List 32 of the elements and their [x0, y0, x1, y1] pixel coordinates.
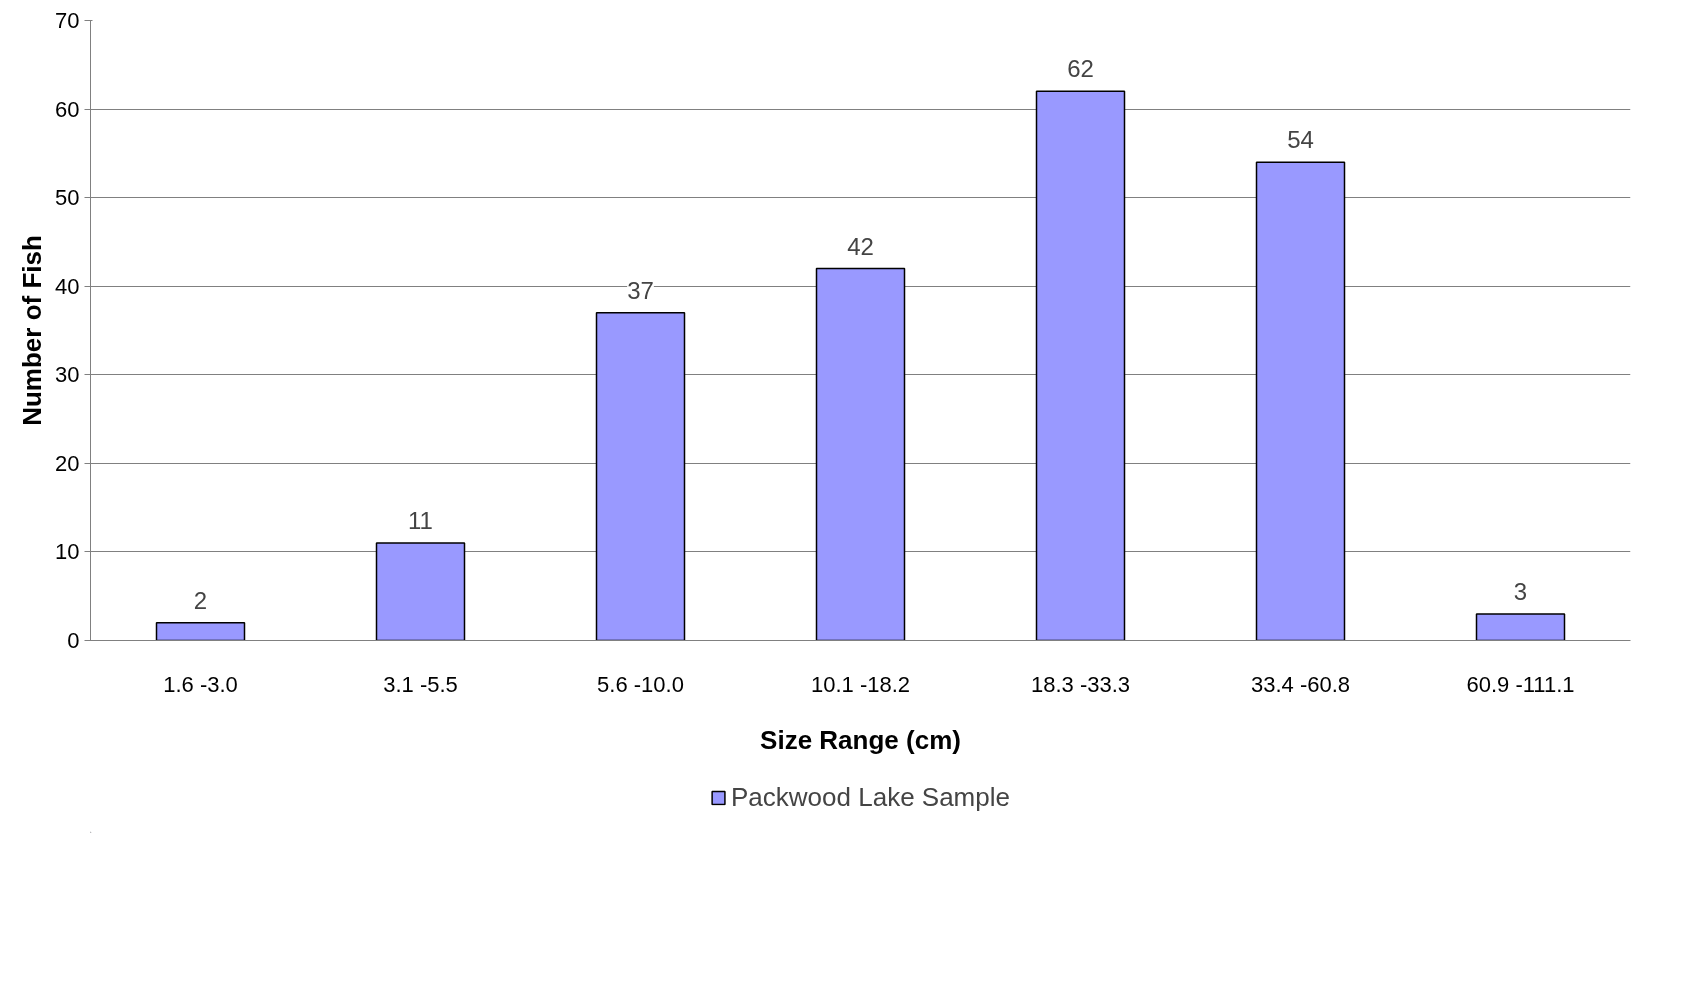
x-tick-label: 10.1 -18.2 — [810, 671, 911, 697]
x-tick-label: 60.9 -111.1 — [1466, 671, 1575, 697]
x-tick-label: 5.6 -10.0 — [597, 671, 684, 697]
y-axis-title: Number of Fish — [17, 235, 48, 426]
y-tick-label: 10 — [55, 539, 80, 565]
data-label: 42 — [847, 232, 874, 260]
bar — [1035, 90, 1126, 641]
data-label: 37 — [627, 276, 654, 304]
bar — [815, 267, 906, 641]
legend-label: Packwood Lake Sample — [731, 781, 1010, 813]
data-label: 11 — [408, 507, 433, 535]
bar — [1255, 161, 1346, 641]
x-tick-label: 33.4 -60.8 — [1250, 671, 1351, 697]
x-tick-label: 1.6 -3.0 — [163, 671, 238, 697]
bar — [595, 312, 686, 641]
y-tick-label: 20 — [55, 450, 80, 476]
data-label: 62 — [1067, 55, 1094, 83]
y-tick-label: 0 — [67, 628, 80, 653]
y-tick-label: 60 — [55, 96, 80, 122]
bar — [155, 622, 246, 641]
y-tick-label: 30 — [55, 362, 80, 388]
bar — [375, 542, 466, 641]
y-tick-label: 50 — [55, 185, 80, 211]
x-tick-label: 18.3 -33.3 — [1030, 671, 1131, 697]
x-axis-title: Size Range (cm) — [760, 724, 961, 755]
y-tick-label: 70 — [55, 8, 80, 33]
data-label: 3 — [1513, 577, 1528, 605]
bar — [1475, 613, 1566, 641]
y-tick-label: 40 — [55, 273, 80, 299]
data-label: 54 — [1287, 126, 1314, 154]
data-label: 2 — [193, 586, 208, 614]
x-tick-label: 3.1 -5.5 — [383, 671, 458, 697]
